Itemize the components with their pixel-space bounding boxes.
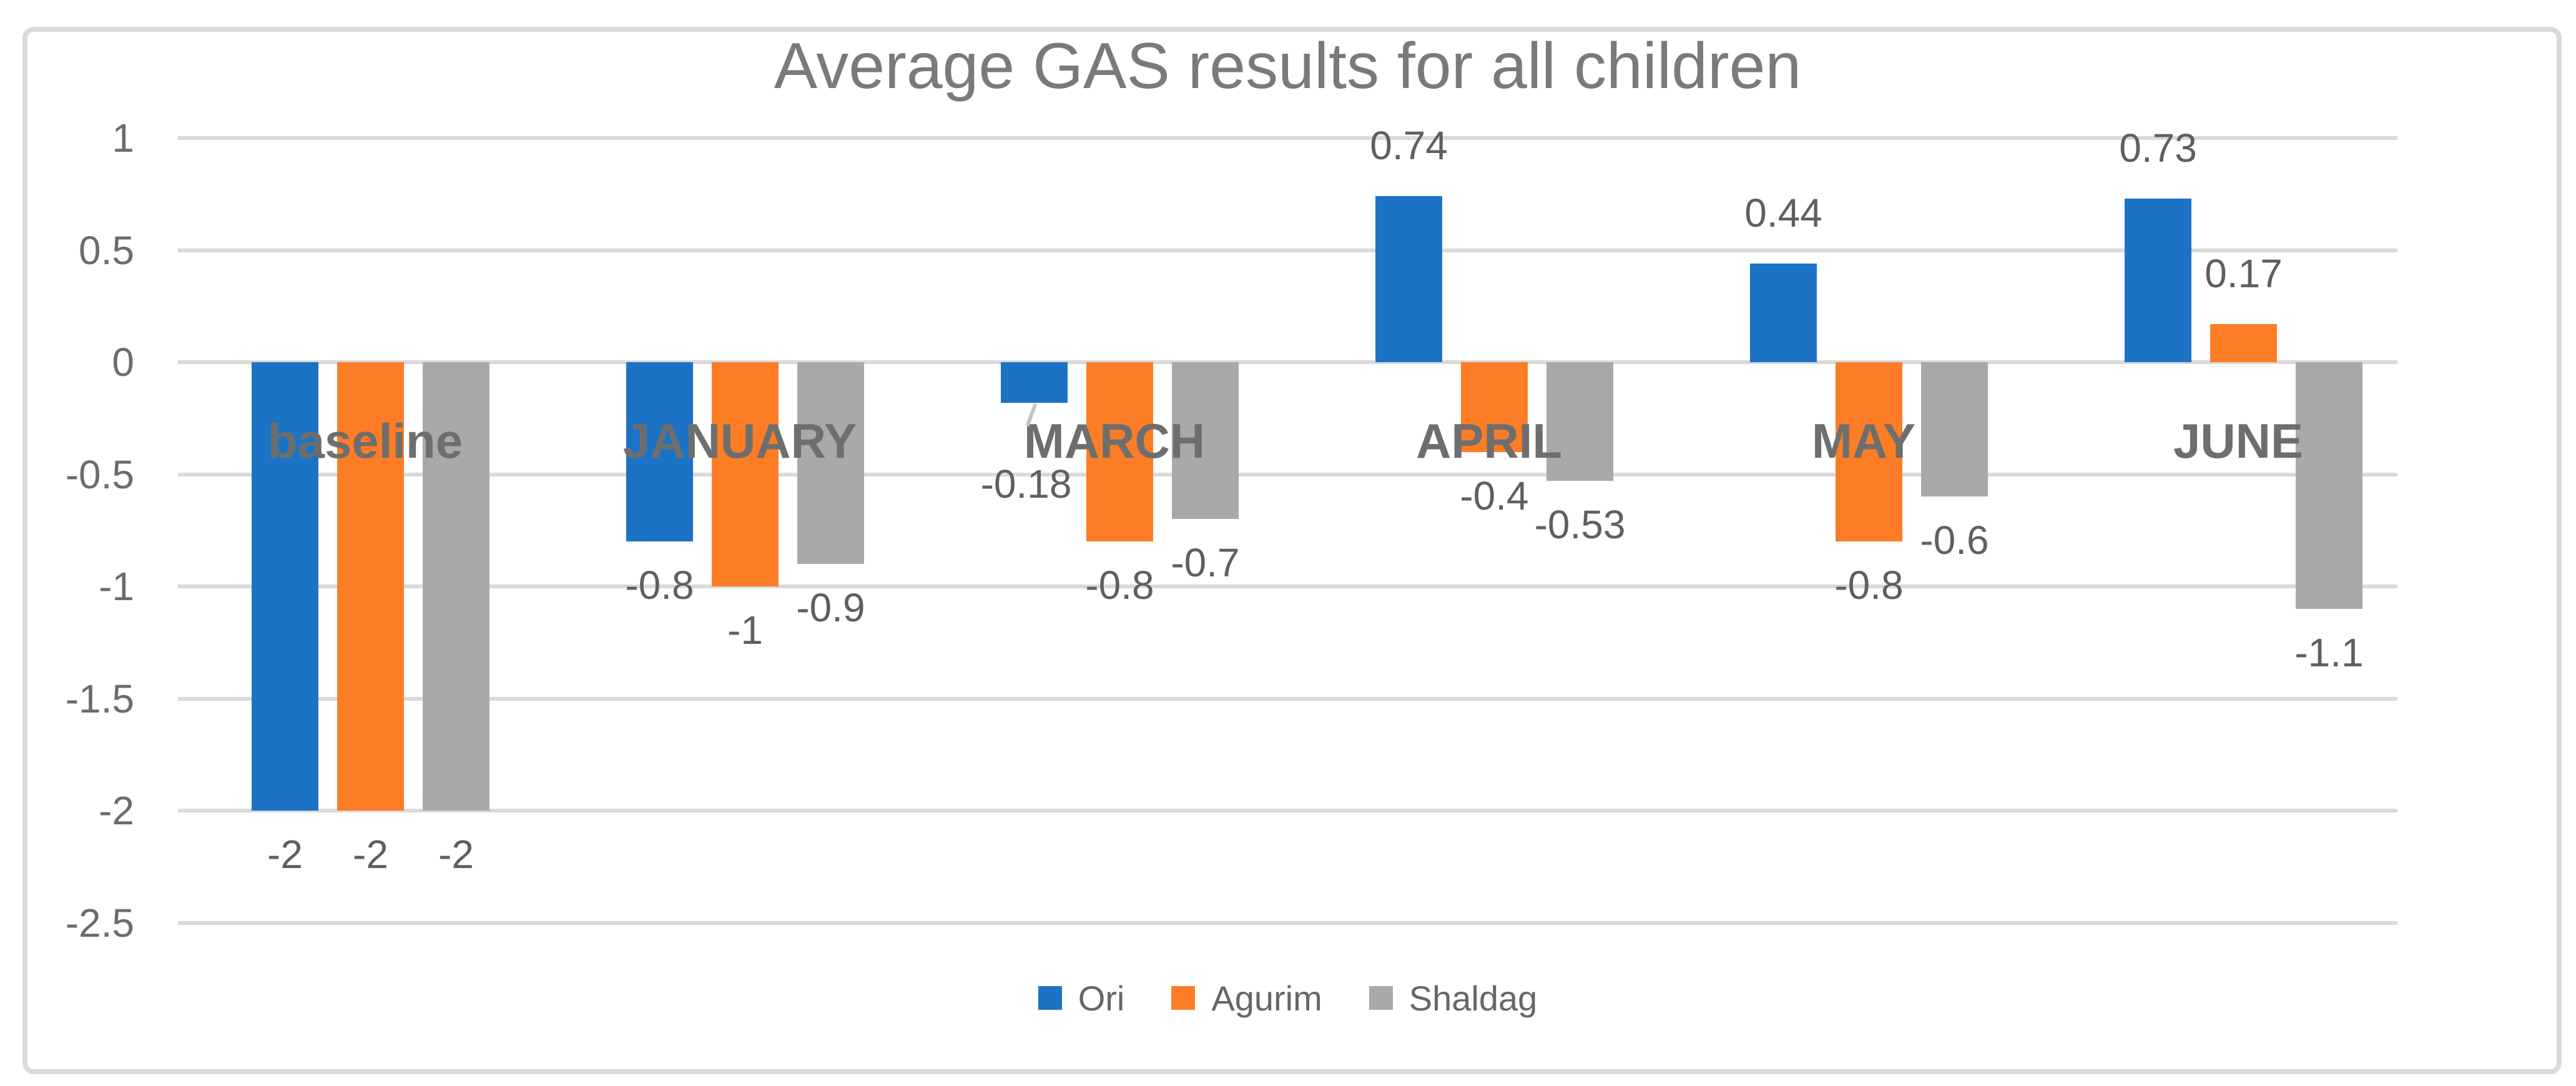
data-label-shaldag-january: -0.9 <box>796 585 865 630</box>
category-label-june: JUNE <box>2173 413 2304 468</box>
bar-ori-may[interactable] <box>1750 264 1817 362</box>
data-label-ori-baseline: -2 <box>267 832 303 877</box>
y-axis-tick-label: 0 <box>112 340 134 385</box>
data-label-ori-april: 0.74 <box>1370 123 1448 168</box>
data-label-agurim-january: -1 <box>727 608 763 653</box>
y-axis-tick-label: -0.5 <box>65 452 134 497</box>
y-axis-tick-label: 0.5 <box>79 227 134 273</box>
bar-agurim-june[interactable] <box>2210 324 2277 362</box>
data-label-agurim-may: -0.8 <box>1834 563 1904 608</box>
gridline-y--0.5 <box>178 472 2397 476</box>
gridline-y--1 <box>178 585 2397 588</box>
bar-ori-june[interactable] <box>2125 199 2191 362</box>
data-label-agurim-baseline: -2 <box>353 832 388 877</box>
data-label-agurim-march: -0.8 <box>1085 563 1154 608</box>
y-axis-tick-label: -1 <box>99 564 134 609</box>
bar-ori-march[interactable] <box>1001 362 1068 403</box>
category-label-baseline: baseline <box>267 413 463 468</box>
category-label-april: APRIL <box>1416 413 1562 468</box>
bar-ori-baseline[interactable] <box>252 362 318 811</box>
bar-shaldag-march[interactable] <box>1172 362 1239 519</box>
legend-label: Shaldag <box>1408 978 1538 1018</box>
bar-ori-january[interactable] <box>626 362 693 541</box>
gridline-y--2 <box>178 809 2397 812</box>
data-label-ori-march: -0.18 <box>980 462 1072 506</box>
data-label-ori-june: 0.73 <box>2119 126 2197 170</box>
data-label-agurim-june: 0.17 <box>2205 251 2283 296</box>
legend-item-ori[interactable]: Ori <box>1038 978 1125 1019</box>
legend-label: Ori <box>1078 978 1125 1018</box>
bar-agurim-april[interactable] <box>1461 362 1528 452</box>
gridline-y-0.5 <box>178 248 2397 252</box>
y-axis-tick-label: -2 <box>99 788 134 833</box>
data-label-ori-january: -0.8 <box>625 563 694 608</box>
data-label-agurim-april: -0.4 <box>1460 473 1529 518</box>
legend: Ori Agurim Shaldag <box>178 972 2397 1024</box>
category-label-march: MARCH <box>1023 413 1206 468</box>
data-label-shaldag-june: -1.1 <box>2294 630 2364 675</box>
bar-shaldag-january[interactable] <box>797 362 864 564</box>
y-axis-tick-label: -2.5 <box>65 900 134 945</box>
gridline-y--2.5 <box>178 921 2397 925</box>
legend-item-shaldag[interactable]: Shaldag <box>1369 978 1538 1019</box>
data-label-ori-may: 0.44 <box>1744 190 1822 235</box>
bar-shaldag-baseline[interactable] <box>423 362 489 811</box>
data-label-shaldag-may: -0.6 <box>1920 518 1989 563</box>
category-label-january: JANUARY <box>622 413 857 468</box>
data-label-shaldag-march: -0.7 <box>1171 540 1240 585</box>
category-label-may: MAY <box>1811 413 1916 468</box>
bar-shaldag-may[interactable] <box>1921 362 1988 496</box>
chart-title[interactable]: Average GAS results for all children <box>774 30 1802 102</box>
bar-agurim-march[interactable] <box>1086 362 1153 541</box>
legend-item-agurim[interactable]: Agurim <box>1171 978 1322 1019</box>
legend-label: Agurim <box>1211 978 1322 1018</box>
legend-marker-agurim <box>1171 986 1196 1010</box>
data-label-shaldag-april: -0.53 <box>1534 502 1626 547</box>
y-axis-tick-label: -1.5 <box>65 676 134 721</box>
bar-ori-april[interactable] <box>1375 196 1442 362</box>
legend-marker-ori <box>1038 986 1062 1010</box>
bar-shaldag-june[interactable] <box>2296 362 2362 609</box>
bar-agurim-january[interactable] <box>712 362 779 586</box>
bar-agurim-may[interactable] <box>1836 362 1902 541</box>
bar-agurim-baseline[interactable] <box>337 362 404 811</box>
gridline-y-1 <box>178 136 2397 140</box>
gridline-y-0 <box>178 360 2397 364</box>
bar-shaldag-april[interactable] <box>1546 362 1613 481</box>
data-label-shaldag-baseline: -2 <box>438 832 474 877</box>
legend-marker-shaldag <box>1369 986 1393 1010</box>
gridline-y--1.5 <box>178 696 2397 701</box>
y-axis-tick-label: 1 <box>112 116 134 160</box>
